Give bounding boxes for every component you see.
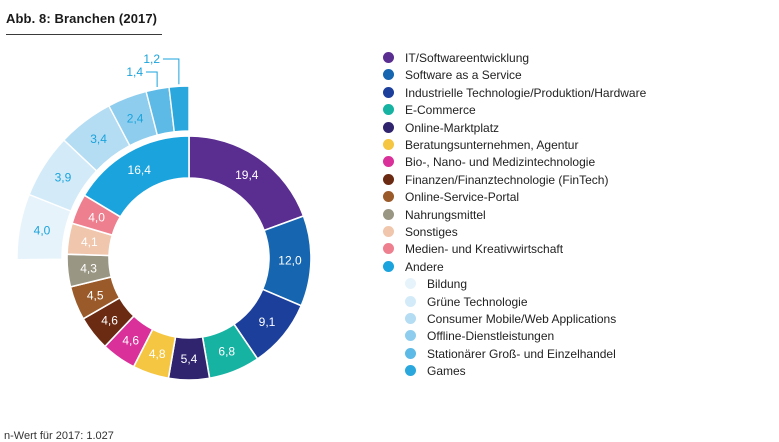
value-label-industrielle-technologie-produktion-hardware: 9,1 <box>259 315 276 329</box>
legend-swatch <box>383 191 394 203</box>
legend-swatch <box>383 69 394 81</box>
breakdown-segment-games <box>168 85 190 133</box>
legend-swatch <box>405 295 416 307</box>
legend-swatch <box>383 173 394 185</box>
donut-segment-it-softwareentwicklung <box>188 135 305 232</box>
legend-label: Finanzen/Finanztechnologie (FinTech) <box>405 172 609 187</box>
value-label-beratungsunternehmen-agentur: 4,8 <box>149 347 166 361</box>
legend-swatch <box>383 139 394 150</box>
legend-label: Offline-Dienstleistungen <box>427 329 555 344</box>
legend-label: Sonstiges <box>405 225 458 239</box>
legend-swatch <box>405 347 416 359</box>
legend-label: Software as a Service <box>405 68 522 83</box>
breakdown-leader-lines <box>146 58 180 87</box>
breakdown-value-label-gr-ne-technologie: 3,9 <box>55 171 72 185</box>
legend-swatch <box>383 104 394 116</box>
legend-swatch <box>383 52 394 63</box>
legend-label: Grüne Technologie <box>427 294 528 309</box>
legend-swatch <box>383 243 394 255</box>
legend-swatch <box>383 156 394 168</box>
value-label-bio-nano-und-medizintechnologie: 4,6 <box>122 333 139 347</box>
value-label-it-softwareentwicklung: 19,4 <box>235 168 259 182</box>
donut-ring <box>66 135 312 381</box>
legend-label: Online-Service-Portal <box>405 190 520 205</box>
legend-label: Online-Marktplatz <box>405 120 500 135</box>
legend-label: Industrielle Technologie/Produktion/Hard… <box>405 85 647 100</box>
value-label-finanzen-finanztechnologie-fintech: 4,6 <box>101 313 118 327</box>
breakdown-value-label-consumer-mobile-web-applications: 3,4 <box>90 132 107 146</box>
footnote: n-Wert für 2017: 1.027 <box>4 430 114 442</box>
legend-swatch <box>383 121 394 133</box>
value-labels: 19,4 12,0 9,1 6,8 5,4 4,8 4,6 4,6 4,5 4,3 4,1 4,0 16… <box>34 52 302 366</box>
value-label-e-commerce: 6,8 <box>218 345 235 359</box>
legend-label: Games <box>427 364 466 379</box>
legend-label: Andere <box>405 259 444 274</box>
breakdown-value-label-games: 1,2 <box>143 52 160 66</box>
value-label-sonstiges: 4,1 <box>81 235 98 249</box>
value-label-online-marktplatz: 5,4 <box>181 352 198 366</box>
legend-swatch <box>383 226 394 237</box>
legend-swatch <box>405 278 416 290</box>
leader-line-games <box>163 58 180 85</box>
value-label-online-service-portal: 4,5 <box>87 288 104 302</box>
legend-label: Consumer Mobile/Web Applications <box>427 312 617 326</box>
value-label-medien-und-kreativwirtschaft: 4,0 <box>88 210 105 224</box>
title-underline <box>6 34 162 35</box>
figure-title: Abb. 8: Branchen (2017) <box>6 11 158 26</box>
legend-label: Beratungsunternehmen, Agentur <box>405 138 579 152</box>
breakdown-arc <box>16 85 190 261</box>
leader-line-station-rer-gro-und-einzelhandel <box>146 71 158 87</box>
legend-swatch <box>405 365 416 377</box>
value-label-software-as-a-service: 12,0 <box>278 254 302 268</box>
legend-label: Stationärer Groß- und Einzelhandel <box>427 346 616 361</box>
donut-segment-andere <box>83 135 190 218</box>
breakdown-value-label-bildung: 4,0 <box>34 224 51 238</box>
legend-label: Medien- und Kreativwirtschaft <box>405 242 564 257</box>
legend-swatch <box>383 86 394 98</box>
legend-label: Bildung <box>427 277 468 292</box>
legend-label: E-Commerce <box>405 103 476 118</box>
breakdown-value-label-offline-dienstleistungen: 2,4 <box>127 112 144 126</box>
breakdown-value-label-station-rer-gro-und-einzelhandel: 1,4 <box>126 65 143 79</box>
legend-swatch <box>383 260 394 272</box>
value-label-andere: 16,4 <box>128 163 152 177</box>
legend-label: Nahrungsmittel <box>405 207 486 222</box>
legend-label: Bio-, Nano- und Medizintechnologie <box>405 155 596 170</box>
legend-swatch <box>383 208 394 220</box>
value-label-nahrungsmittel: 4,3 <box>80 261 97 275</box>
legend-swatch <box>405 330 416 342</box>
legend-label: IT/Softwareentwicklung <box>405 51 530 65</box>
legend-swatch <box>405 313 416 324</box>
